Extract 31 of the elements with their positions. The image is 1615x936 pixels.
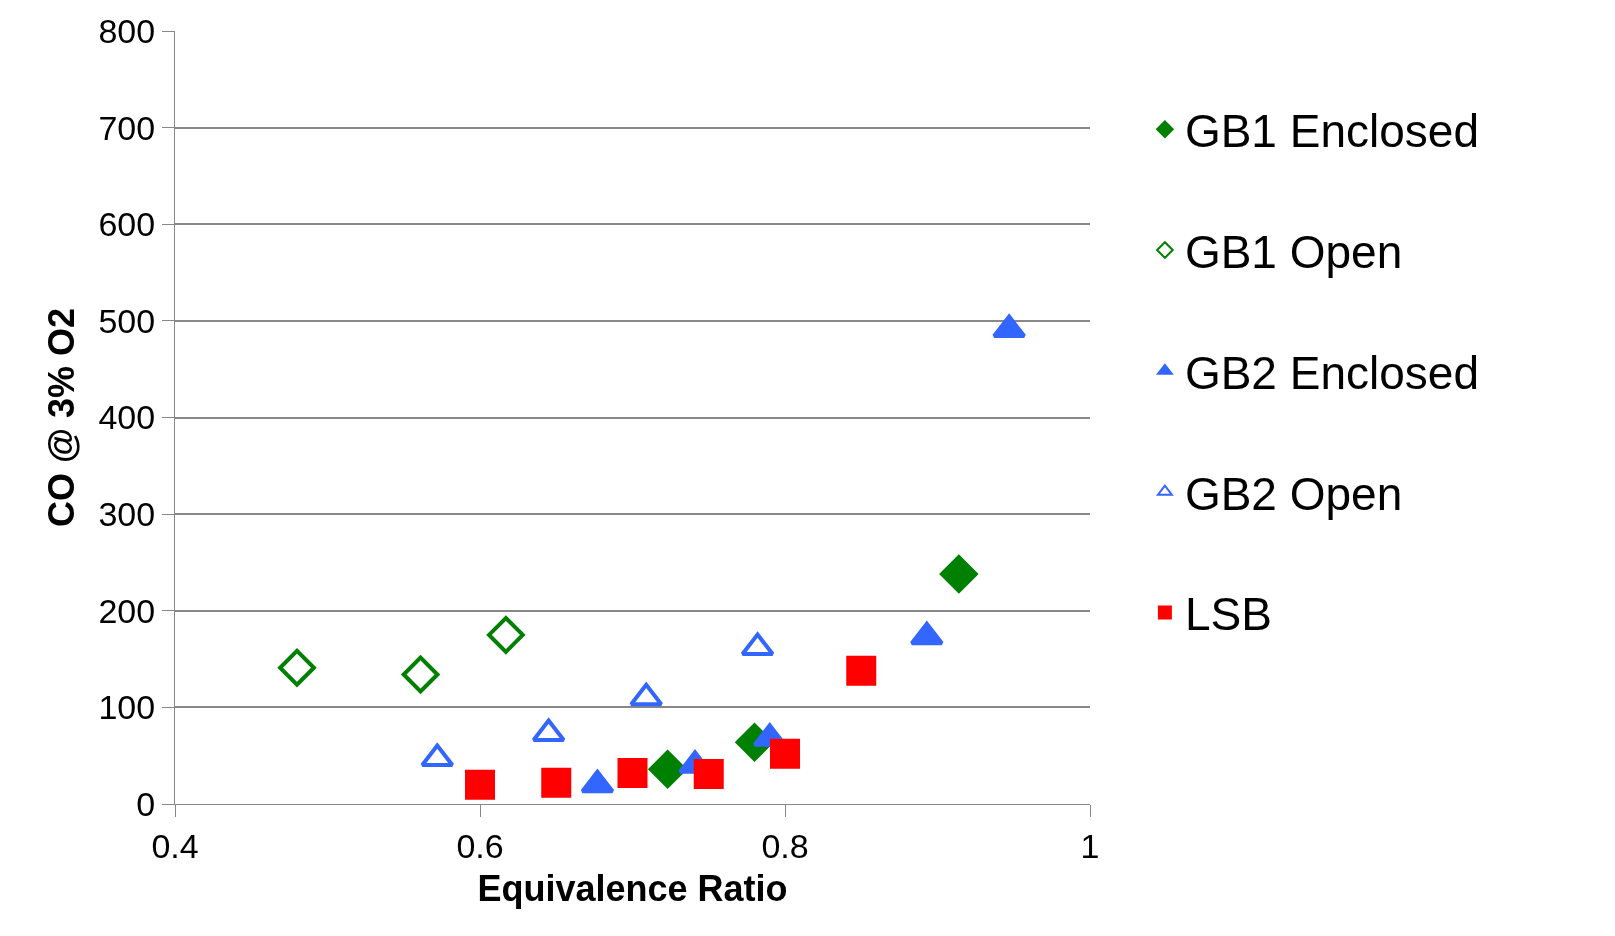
y-tick-label: 300 (98, 495, 156, 534)
legend-label: GB2 Open (1184, 467, 1403, 520)
point (992, 314, 1027, 339)
point (465, 769, 495, 800)
y-tick-label: 0 (136, 784, 156, 823)
point (846, 655, 877, 686)
y-tick-label: 500 (98, 301, 156, 340)
legend-label: GB1 Enclosed (1184, 105, 1479, 158)
legend-label: GB2 Enclosed (1184, 346, 1479, 399)
x-tick-label: 0.8 (761, 826, 809, 865)
x-tick-label: 0.4 (151, 826, 199, 865)
legend-label: LSB (1184, 588, 1272, 641)
y-tick-label: 200 (98, 591, 156, 630)
y-tick-label: 600 (98, 205, 156, 244)
x-tick-label: 1 (1080, 826, 1100, 865)
point (541, 767, 572, 798)
point (401, 655, 440, 694)
y-tick-label: 700 (98, 108, 156, 147)
x-axis-title: Equivalence Ratio (477, 868, 788, 910)
point (278, 648, 316, 687)
point (617, 758, 648, 789)
point (939, 555, 978, 593)
point (693, 759, 724, 790)
point (487, 616, 525, 654)
x-tick-label: 0.6 (456, 826, 504, 865)
legend-label: GB1 Open (1184, 225, 1403, 278)
y-tick-label: 400 (98, 398, 156, 437)
point (770, 738, 800, 769)
y-tick-label: 100 (98, 688, 156, 727)
y-tick-label: 800 (98, 11, 156, 50)
y-axis-title: CO @ 3% O2 (41, 307, 83, 528)
